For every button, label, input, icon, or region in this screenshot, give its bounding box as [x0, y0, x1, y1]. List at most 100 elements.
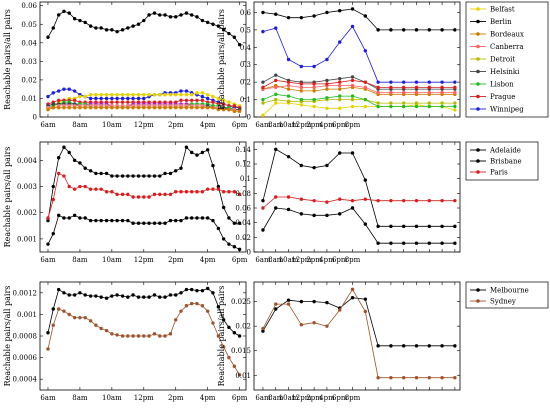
- data-point: [120, 334, 125, 338]
- data-point: [131, 24, 135, 28]
- data-point: [376, 198, 380, 203]
- data-point: [184, 11, 189, 15]
- x-tick-label: 6pm: [332, 256, 348, 264]
- data-point: [350, 75, 355, 79]
- data-point: [453, 224, 457, 229]
- data-point: [190, 150, 194, 155]
- data-point: [414, 85, 419, 90]
- data-point: [427, 344, 431, 348]
- legend-box: [465, 281, 549, 309]
- data-point: [184, 190, 189, 194]
- data-point: [67, 184, 71, 189]
- data-point: [94, 187, 98, 191]
- data-point: [274, 92, 278, 97]
- data-point: [221, 98, 226, 103]
- data-point: [158, 93, 162, 97]
- data-point: [221, 205, 226, 210]
- data-point: [338, 80, 342, 84]
- data-point: [350, 97, 355, 102]
- data-point: [440, 198, 444, 203]
- data-point: [88, 106, 93, 110]
- data-point: [363, 297, 368, 301]
- data-point: [221, 190, 226, 194]
- data-point: [131, 293, 135, 297]
- data-point: [168, 15, 173, 19]
- data-point: [440, 241, 444, 245]
- data-point: [440, 80, 444, 84]
- x-tick-label: 10am: [102, 121, 122, 129]
- data-point: [427, 101, 431, 105]
- plot-frame: [39, 1, 247, 118]
- data-point: [56, 13, 61, 17]
- y-tick-label: 0: [247, 249, 251, 257]
- data-point: [67, 150, 71, 155]
- y-tick-label: 0.001: [17, 235, 37, 243]
- data-point: [211, 321, 215, 325]
- data-point: [363, 309, 368, 314]
- data-point: [142, 221, 146, 225]
- data-point: [94, 26, 98, 30]
- data-point: [274, 302, 278, 306]
- data-point: [56, 213, 61, 218]
- data-point: [168, 332, 173, 336]
- data-point: [136, 22, 141, 26]
- data-point: [51, 307, 55, 311]
- series-line: [262, 196, 455, 209]
- data-point: [72, 158, 77, 163]
- data-point: [414, 101, 419, 105]
- data-point: [211, 94, 215, 99]
- data-point: [168, 293, 173, 297]
- data-point: [338, 40, 342, 44]
- data-point: [174, 293, 178, 297]
- data-point: [67, 106, 71, 110]
- data-point: [312, 198, 316, 203]
- data-point: [363, 85, 368, 90]
- x-tick-label: 10am: [279, 121, 299, 129]
- data-point: [51, 106, 55, 110]
- x-tick-label: 12pm: [134, 256, 154, 264]
- data-point: [174, 190, 178, 194]
- data-point: [163, 221, 167, 225]
- data-point: [184, 145, 189, 149]
- data-point: [200, 150, 205, 155]
- data-point: [299, 89, 304, 93]
- data-point: [325, 106, 329, 110]
- data-point: [414, 376, 419, 380]
- data-point: [120, 100, 125, 104]
- data-point: [286, 57, 291, 62]
- data-point: [414, 104, 419, 109]
- data-point: [325, 87, 329, 91]
- data-point: [115, 96, 119, 101]
- data-point: [232, 245, 237, 249]
- data-point: [312, 64, 316, 69]
- data-point: [350, 78, 355, 83]
- x-tick-label: 8am: [268, 256, 284, 264]
- y-tick-label: 0.08: [235, 190, 251, 198]
- chart-panel-cities-c-2hourly: 0.010.0150.020.0256am8am10am12pm2pm4pm6p…: [217, 281, 461, 402]
- data-point: [131, 96, 135, 101]
- data-point: [179, 89, 183, 93]
- data-point: [376, 224, 380, 229]
- data-point: [440, 344, 444, 348]
- y-tick-label: 0.0006: [13, 354, 38, 362]
- data-point: [46, 94, 50, 99]
- data-point: [158, 295, 162, 299]
- data-point: [338, 197, 342, 201]
- data-point: [99, 295, 103, 299]
- data-point: [184, 89, 189, 93]
- data-point: [179, 98, 183, 103]
- data-point: [402, 28, 406, 32]
- data-point: [216, 184, 221, 189]
- data-point: [200, 18, 205, 23]
- data-point: [325, 200, 329, 204]
- series-line: [47, 10, 240, 45]
- data-point: [274, 97, 278, 102]
- data-point: [99, 26, 103, 30]
- data-point: [427, 224, 431, 229]
- data-point: [363, 49, 368, 53]
- data-point: [232, 35, 237, 39]
- data-point: [104, 328, 109, 333]
- data-point: [179, 218, 183, 223]
- data-point: [299, 103, 304, 107]
- data-point: [46, 331, 50, 335]
